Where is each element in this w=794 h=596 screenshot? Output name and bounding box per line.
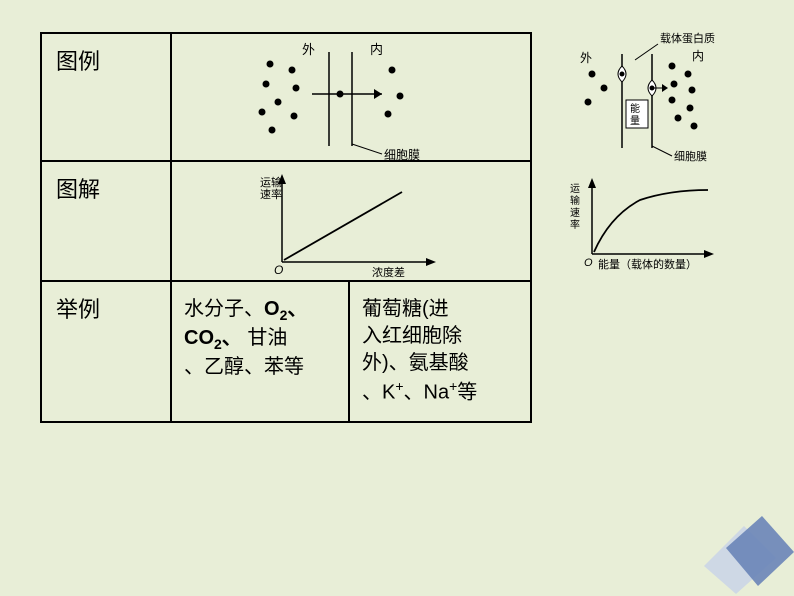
svg-text:量: 量 bbox=[630, 115, 640, 127]
origin-label-2: O bbox=[584, 257, 593, 269]
row1-label: 图例 bbox=[41, 33, 171, 161]
carrier-label: 载体蛋白质 bbox=[660, 31, 715, 45]
svg-text:速: 速 bbox=[570, 207, 580, 219]
energy-label: 能 bbox=[630, 102, 640, 115]
ylabel: 运输 bbox=[260, 175, 282, 189]
svg-text:速率: 速率 bbox=[260, 187, 282, 201]
example-passive: 水分子、O2、CO2、 甘油、乙醇、苯等 bbox=[180, 286, 340, 391]
membrane-diagram-active: 外 内 载体蛋白质 能 量 细胞膜 bbox=[560, 30, 750, 170]
inside-label-2: 内 bbox=[692, 49, 704, 63]
example-passive-cell: 水分子、O2、CO2、 甘油、乙醇、苯等 bbox=[171, 281, 349, 422]
graph1-cell: 运输 速率 O 浓度差 bbox=[171, 161, 349, 281]
ylabel-2: 运 bbox=[570, 183, 580, 195]
xlabel-2: 能量（载体的数量） bbox=[598, 257, 697, 271]
comparison-table: 图例 外 内 bbox=[40, 32, 532, 423]
row3-label: 举例 bbox=[41, 281, 171, 422]
diagram1-cell-right bbox=[349, 33, 531, 161]
outside-label: 外 bbox=[302, 42, 315, 57]
example-active-cell: 葡萄糖(进入红细胞除外)、氨基酸、K+、Na+等 bbox=[349, 281, 531, 422]
outside-label-2: 外 bbox=[580, 51, 592, 65]
membrane-label-2: 细胞膜 bbox=[674, 150, 707, 163]
graph1-cell-right bbox=[349, 161, 531, 281]
example-active: 葡萄糖(进入红细胞除外)、氨基酸、K+、Na+等 bbox=[358, 286, 522, 417]
corner-decoration bbox=[654, 496, 794, 596]
svg-text:率: 率 bbox=[570, 218, 580, 231]
row2-label: 图解 bbox=[41, 161, 171, 281]
rate-vs-energy-graph: 运 输 速 率 O 能量（载体的数量） bbox=[560, 176, 760, 276]
side-figures: 外 内 载体蛋白质 能 量 细胞膜 bbox=[560, 30, 760, 276]
origin-label: O bbox=[274, 263, 283, 277]
diagram1-cell: 外 内 细胞膜 bbox=[171, 33, 349, 161]
svg-text:输: 输 bbox=[570, 194, 580, 207]
